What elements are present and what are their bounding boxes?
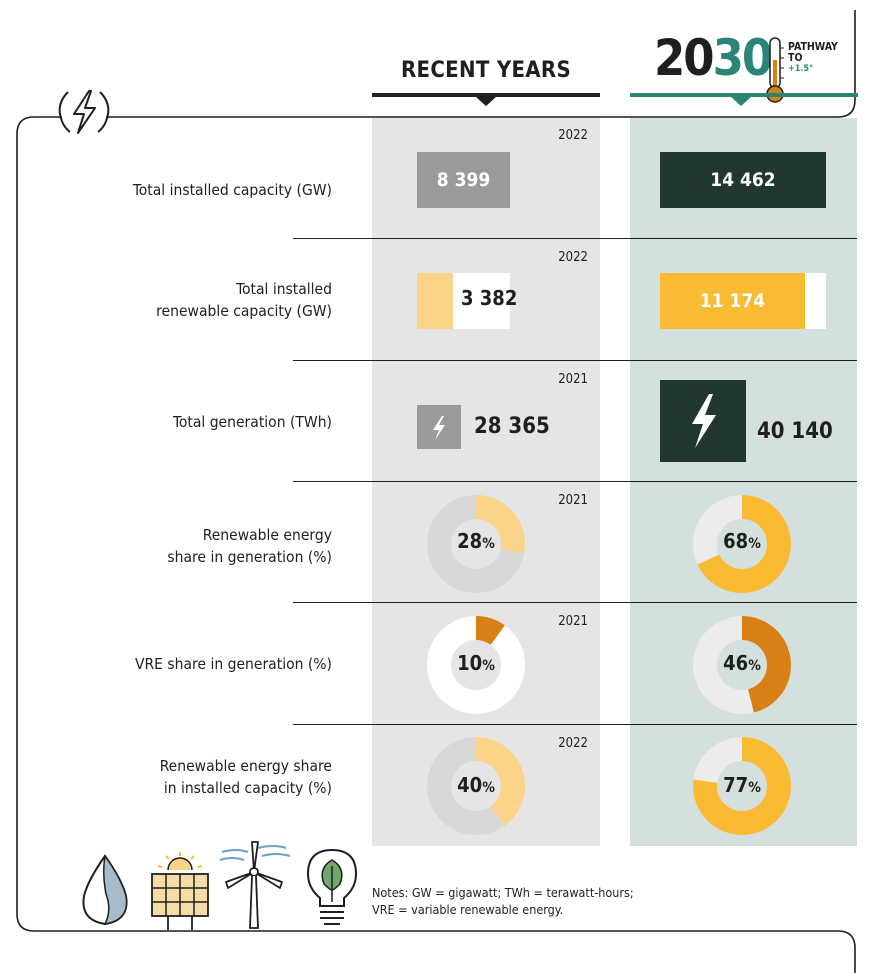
water-drop-icon	[82, 854, 128, 926]
donut-arc	[427, 737, 525, 835]
pathway-2030-header: 2030	[654, 29, 773, 87]
pathway-capacity-box: 14 462	[660, 152, 826, 208]
recent-renewable-capacity-value: 3 382	[461, 286, 518, 310]
lightning-icon	[58, 90, 110, 134]
row-divider	[293, 481, 857, 482]
row-label-renewable-capacity: Total installed renewable capacity (GW)	[156, 280, 332, 320]
row-label-re-share-capacity: Renewable energy share in installed capa…	[159, 757, 332, 797]
year-label: 2022	[558, 128, 588, 143]
pathway-generation-bolt-icon	[660, 380, 746, 462]
row-label-total-capacity: Total installed capacity (GW)	[132, 181, 332, 199]
row-label-vre-share: VRE share in generation (%)	[134, 655, 332, 673]
lightbulb-leaf-icon	[306, 848, 358, 925]
recent-re-share-capacity-donut	[427, 737, 525, 835]
pathway-re-share-generation-value: 68%	[723, 529, 761, 553]
row-label-total-generation: Total generation (TWh)	[172, 413, 332, 431]
row-divider	[293, 238, 857, 239]
donut-arc	[693, 616, 791, 714]
notes: Notes: GW = gigawatt; TWh = terawatt-hou…	[372, 885, 634, 917]
pathway-re-share-capacity-donut	[693, 737, 791, 835]
recent-re-share-generation-donut	[427, 495, 525, 593]
row-divider	[293, 360, 857, 361]
recent-years-header: RECENT YEARS	[400, 58, 572, 83]
donut-arc	[693, 495, 791, 593]
recent-capacity-box: 8 399	[417, 152, 510, 208]
recent-years-underline	[372, 93, 600, 106]
recent-vre-share-donut	[427, 616, 525, 714]
recent-re-share-capacity-value: 40%	[457, 773, 495, 797]
solar-panel-icon	[151, 852, 209, 930]
recent-vre-share-value: 10%	[457, 651, 495, 675]
pathway-label: PATHWAY TO +1.5°	[788, 41, 838, 75]
year-label: 2021	[558, 493, 588, 508]
year-label: 2021	[558, 614, 588, 629]
recent-generation-bolt-icon	[417, 405, 461, 449]
recent-renewable-capacity-bar	[417, 273, 453, 329]
pathway-re-share-capacity-value: 77%	[723, 773, 761, 797]
donut-arc	[693, 737, 791, 835]
year-label: 2022	[558, 736, 588, 751]
row-label-re-share-generation: Renewable energy share in generation (%)	[167, 526, 332, 566]
donut-arc	[427, 495, 525, 593]
pathway-underline	[630, 93, 858, 106]
recent-generation-value: 28 365	[474, 414, 550, 439]
pathway-vre-share-donut	[693, 616, 791, 714]
row-divider	[293, 602, 857, 603]
pathway-re-share-generation-donut	[693, 495, 791, 593]
row-divider	[293, 724, 857, 725]
pathway-renewable-capacity-bar: 11 174	[660, 273, 805, 329]
wind-turbine-icon	[219, 841, 291, 929]
recent-re-share-generation-value: 28%	[457, 529, 495, 553]
year-label: 2022	[558, 250, 588, 265]
pathway-vre-share-value: 46%	[723, 651, 761, 675]
pathway-generation-value: 40 140	[757, 419, 833, 444]
donut-arc	[427, 616, 525, 714]
year-label: 2021	[558, 372, 588, 387]
